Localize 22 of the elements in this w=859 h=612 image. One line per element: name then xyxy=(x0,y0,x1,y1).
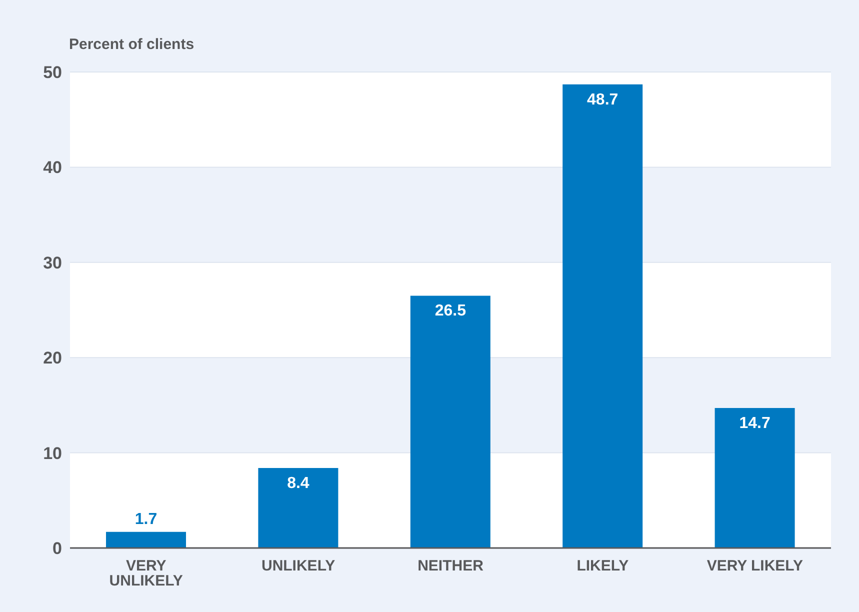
y-tick-label: 30 xyxy=(43,253,62,272)
data-label: 26.5 xyxy=(434,302,466,320)
data-label: 1.7 xyxy=(134,510,158,528)
x-tick-label: VERY LIKELY xyxy=(706,558,803,575)
y-tick-label: 0 xyxy=(52,539,62,558)
x-tick-label: LIKELY xyxy=(576,558,629,575)
x-tick-label: VERY UNLIKELY xyxy=(109,558,183,590)
y-tick-label: 40 xyxy=(43,158,62,178)
bar xyxy=(106,532,186,548)
bar xyxy=(714,408,795,548)
data-label: 48.7 xyxy=(587,91,618,108)
bar xyxy=(258,468,338,548)
bar xyxy=(410,296,490,548)
data-label: 8.4 xyxy=(287,475,310,492)
x-tick-label: NEITHER xyxy=(418,558,484,575)
x-tick-label: UNLIKELY xyxy=(261,558,336,575)
y-tick-label: 10 xyxy=(43,444,62,463)
bar xyxy=(562,84,643,548)
y-tick-label: 20 xyxy=(43,348,62,368)
y-axis-title: Percent of clients xyxy=(69,36,194,53)
data-label: 14.7 xyxy=(739,415,770,432)
y-tick-label: 50 xyxy=(43,63,62,82)
